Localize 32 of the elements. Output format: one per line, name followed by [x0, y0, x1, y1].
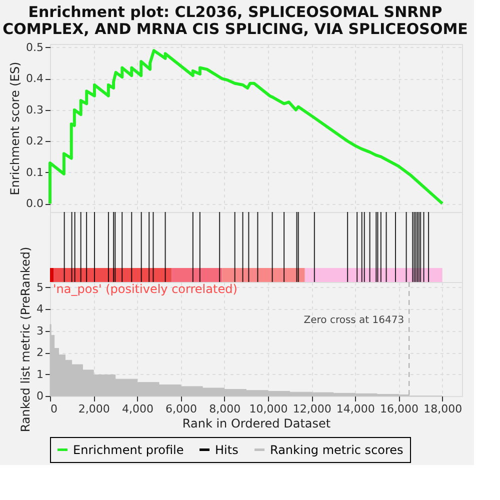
line-series [48, 49, 444, 206]
legend-label: Ranking metric scores [270, 442, 404, 457]
y-tick-label: 0 [36, 390, 44, 402]
x-tick-label: 0 [50, 402, 58, 416]
y-axis-title: Enrichment score (ES) [8, 62, 22, 196]
y-tick-label: 4 [36, 302, 44, 316]
y-tick-label: 0.1 [26, 166, 44, 179]
y-tick-label: 5 [36, 280, 44, 294]
y-tick-label: 2 [36, 346, 44, 360]
legend-label: Hits [215, 442, 238, 457]
y-tick-label: 0.2 [26, 134, 44, 148]
x-tick-label: 10,000 [249, 402, 288, 416]
x-tick-label: 2,000 [78, 402, 110, 416]
y-tick-label: 0.4 [26, 72, 44, 86]
x-tick-label: 8,000 [209, 402, 241, 416]
y-tick-label: 3 [36, 324, 44, 338]
x-tick-label: 14,000 [336, 402, 375, 416]
ref-line-label: Zero cross at 16473 [304, 315, 404, 326]
y-tick-label: 0.0 [26, 197, 44, 210]
x-tick-label: 4,000 [122, 402, 154, 416]
y-axis-title: Ranked list metric (PreRanked) [18, 246, 32, 432]
chart-title: Enrichment plot: CL2036, SPLICEOSOMAL SNRNP COMPLEX, AND MRNA CIS SPLICING, VIA SPLICEOSOME [2, 2, 468, 38]
y-tick-label: 0.3 [26, 103, 44, 116]
x-tick-label: 16,000 [380, 402, 419, 416]
x-tick-label: 6,000 [166, 402, 198, 416]
legend-label: Enrichment profile [73, 442, 184, 457]
y-tick-label: 0.5 [26, 40, 44, 54]
x-tick-label: 18,000 [424, 402, 462, 416]
y-tick-label: 1 [36, 368, 44, 381]
x-tick-label: 12,000 [292, 402, 332, 416]
annotation: 'na_pos' (positively correlated) [53, 282, 238, 296]
x-axis-title: Rank in Ordered Dataset [182, 416, 331, 430]
